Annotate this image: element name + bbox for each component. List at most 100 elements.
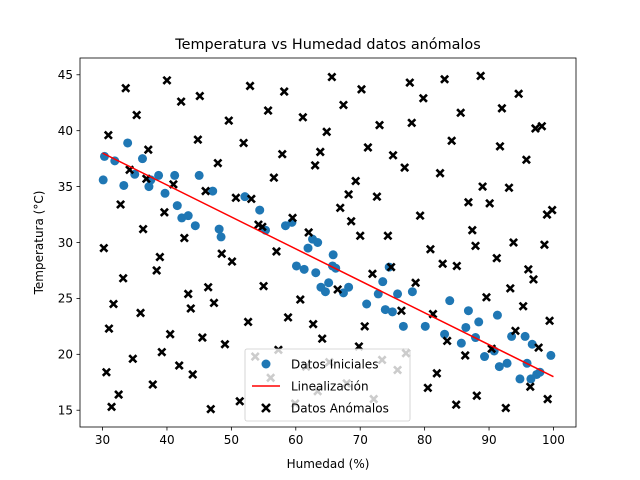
y-tick-label: 20: [58, 348, 73, 362]
anomalous-data-point: [239, 138, 249, 148]
anomalous-data-point: [478, 182, 488, 192]
anomalous-data-point: [372, 192, 382, 202]
anomalous-data-point: [197, 333, 207, 343]
x-tick-label: 70: [353, 433, 368, 447]
y-tick-label: 40: [58, 124, 73, 138]
x-tick-label: 80: [417, 433, 432, 447]
anomalous-data-point: [456, 108, 466, 118]
initial-data-point: [99, 151, 109, 161]
anomalous-data-point: [227, 256, 237, 267]
initial-data-point: [362, 299, 372, 309]
initial-data-point: [208, 186, 218, 196]
initial-data-point: [194, 170, 204, 180]
initial-data-point: [492, 310, 502, 320]
anomalous-data-point: [308, 319, 318, 329]
x-tick-label: 40: [159, 433, 174, 447]
anomalous-data-point: [386, 262, 396, 272]
legend-box: [244, 348, 411, 422]
anomalous-data-point: [360, 321, 370, 331]
anomalous-data-point: [338, 100, 348, 110]
anomalous-data-point: [209, 298, 219, 308]
anomalous-data-point: [176, 97, 186, 107]
fit-line: [102, 152, 554, 378]
anomalous-data-point: [521, 155, 531, 165]
anomalous-data-point: [447, 136, 457, 146]
anomalous-data-point: [438, 259, 448, 269]
initial-data-point: [240, 192, 250, 202]
initial-data-point: [255, 205, 265, 215]
y-axis-label: Temperatura (°C): [32, 191, 46, 296]
anomalous-data-point: [162, 75, 172, 85]
anomalous-data-point: [201, 186, 211, 196]
anomalous-data-point: [128, 354, 138, 364]
anomalous-data-point: [121, 83, 131, 93]
initial-data-point: [98, 175, 108, 185]
initial-data-point: [320, 287, 330, 297]
anomalous-data-point: [283, 312, 293, 322]
anomalous-data-point: [492, 253, 502, 263]
x-axis-label: Humedad (%): [287, 457, 370, 471]
anomalous-data-point: [132, 110, 142, 120]
initial-data-point: [170, 170, 180, 180]
anomalous-data-point: [518, 301, 528, 311]
initial-data-point: [398, 321, 408, 331]
initial-data-point: [344, 282, 354, 292]
anomalous-data-point: [159, 207, 169, 217]
anomalous-data-point: [243, 317, 253, 327]
initial-data-point: [546, 350, 556, 360]
anomalous-data-point: [322, 127, 332, 137]
anomalous-data-point: [157, 347, 167, 357]
initial-data-point: [137, 154, 147, 164]
anomalous-data-point: [355, 231, 365, 241]
y-tick-label: 15: [58, 404, 73, 418]
anomalous-data-point: [277, 149, 287, 159]
initial-data-point: [445, 296, 455, 306]
anomalous-data-point: [206, 404, 216, 414]
initial-data-point: [393, 289, 403, 299]
y-tick-label: 35: [58, 180, 73, 194]
anomalous-data-point: [451, 400, 461, 410]
anomalous-data-point: [179, 233, 189, 243]
anomalous-data-point: [497, 103, 507, 113]
anomalous-data-point: [476, 71, 486, 81]
anomalous-data-point: [481, 292, 491, 302]
initial-data-point: [123, 138, 133, 148]
initial-data-point: [463, 306, 473, 316]
anomalous-data-point: [269, 173, 279, 183]
anomalous-data-point: [351, 176, 361, 186]
anomalous-data-point: [467, 225, 477, 235]
anomalous-data-point: [523, 264, 533, 274]
anomalous-data-point: [295, 295, 305, 305]
y-tick-label: 25: [58, 292, 73, 306]
anomalous-data-point: [435, 168, 445, 178]
anomalous-data-point: [514, 89, 524, 99]
anomalous-data-point: [346, 216, 356, 226]
x-tick-label: 60: [288, 433, 303, 447]
anomalous-data-point: [528, 274, 539, 284]
anomalous-data-point: [418, 93, 428, 103]
anomalous-data-point: [174, 360, 184, 371]
initial-data-point: [214, 224, 224, 234]
initial-data-point: [154, 170, 164, 180]
x-tick-label: 90: [481, 433, 496, 447]
initial-data-point: [328, 250, 338, 260]
initial-data-point: [190, 221, 200, 231]
initial-data-point: [119, 180, 129, 190]
anomalous-data-point: [383, 231, 393, 241]
anomalous-data-point: [103, 130, 113, 140]
anomalous-data-point: [138, 224, 148, 234]
anomalous-data-point: [463, 197, 473, 207]
anomalous-data-point: [327, 72, 337, 82]
anomalous-data-point: [104, 324, 114, 334]
anomalous-data-point: [186, 303, 196, 313]
anomalous-data-point: [152, 265, 162, 275]
anomalous-data-point: [315, 147, 325, 157]
y-axis-ticks: 15 20 25 30 35 40 45: [58, 68, 80, 418]
anomalous-data-point: [203, 282, 213, 292]
initial-data-point: [384, 262, 394, 272]
x-tick-label: 100: [542, 433, 565, 447]
x-tick-label: 50: [224, 433, 239, 447]
initial-data-point: [160, 188, 170, 198]
legend-label-anomalous: Datos Anómalos: [291, 402, 389, 416]
